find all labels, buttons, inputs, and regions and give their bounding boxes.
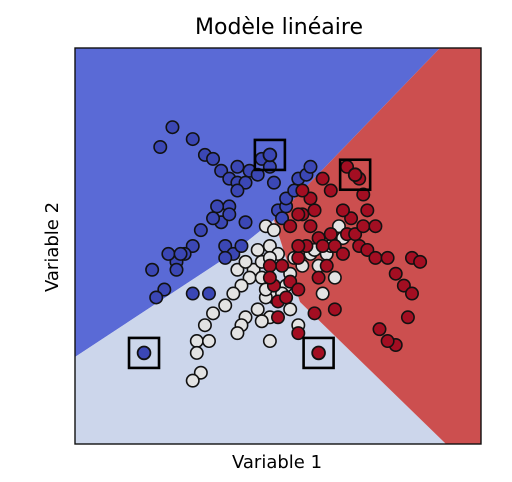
y-axis-label: Variable 2 [42,202,63,292]
point-red-5 [315,239,330,254]
point-white-12 [197,318,212,333]
point-white-36 [283,302,298,317]
point-blue-24 [230,183,245,198]
point-blue-43 [218,250,233,265]
plot-area [74,47,482,445]
point-red-42 [311,270,326,285]
chart-title: Modèle linéaire [195,15,363,40]
region-white [75,220,446,444]
point-blue-11 [250,167,265,182]
point-red-2 [303,219,318,234]
point-white-14 [201,334,216,349]
point-blue-46 [238,215,253,230]
point-white-44 [185,373,200,388]
highlight-box-1 [338,158,372,192]
point-white-17 [230,326,245,341]
point-blue-42 [185,286,200,301]
point-red-17 [388,266,403,281]
highlighted-points [127,138,372,370]
plot-frame [74,47,482,445]
point-white-42 [189,345,204,360]
point-blue-30 [210,199,225,214]
point-blue-39 [149,290,164,305]
point-red-31 [295,183,310,198]
point-red-24 [380,334,395,349]
point-blue-37 [173,246,188,261]
data-points [145,120,428,388]
highlight-point-0 [262,147,278,163]
point-blue-23 [303,159,318,174]
point-red-32 [291,207,306,222]
x-axis-label: Variable 1 [232,452,322,473]
point-blue-45 [222,207,237,222]
point-red-36 [291,282,306,297]
highlight-point-3 [311,345,326,361]
point-red-53 [356,187,371,202]
point-blue-2 [185,132,200,147]
point-blue-36 [169,262,184,277]
point-blue-29 [234,239,249,254]
point-red-3 [307,203,322,218]
point-red-44 [327,302,342,317]
point-white-39 [238,254,253,269]
highlight-box-3 [302,336,335,370]
point-red-29 [315,171,330,186]
point-blue-7 [230,159,245,174]
point-blue-35 [161,246,176,261]
point-red-39 [262,258,277,273]
region-red [274,48,481,444]
point-red-52 [368,219,383,234]
point-blue-0 [153,140,168,155]
point-white-34 [315,286,330,301]
point-blue-15 [266,175,281,190]
point-blue-44 [206,211,221,226]
point-red-19 [404,286,419,301]
point-red-25 [372,322,387,337]
point-red-45 [307,306,322,321]
highlight-point-1 [347,167,363,183]
point-white-45 [262,334,277,349]
point-red-21 [413,254,428,269]
point-red-50 [335,203,350,218]
point-blue-1 [165,120,180,135]
point-red-6 [323,227,338,242]
point-red-41 [279,290,294,305]
point-red-12 [356,219,371,234]
point-red-0 [283,219,298,234]
point-white-13 [189,334,204,349]
point-red-8 [335,246,350,261]
point-white-18 [250,302,265,317]
point-red-43 [319,258,334,273]
point-red-47 [270,310,285,325]
point-blue-4 [206,151,221,166]
point-red-16 [380,250,395,265]
point-red-46 [291,326,306,341]
point-red-49 [291,239,306,254]
point-red-37 [275,258,290,273]
point-white-33 [327,270,342,285]
point-red-15 [368,250,383,265]
point-blue-41 [201,286,216,301]
point-white-2 [266,223,281,238]
point-white-11 [206,306,221,321]
decision-regions [75,48,481,444]
point-white-10 [218,298,233,313]
point-blue-31 [193,223,208,238]
point-red-28 [323,183,338,198]
highlight-point-2 [136,345,152,361]
point-white-8 [226,286,241,301]
point-red-48 [262,270,277,285]
point-red-34 [291,250,306,265]
highlight-box-0 [253,138,287,172]
point-red-51 [360,203,375,218]
highlight-box-2 [127,336,161,370]
point-white-46 [254,314,269,329]
point-white-40 [250,242,265,257]
point-red-22 [400,310,415,325]
point-blue-40 [145,262,160,277]
